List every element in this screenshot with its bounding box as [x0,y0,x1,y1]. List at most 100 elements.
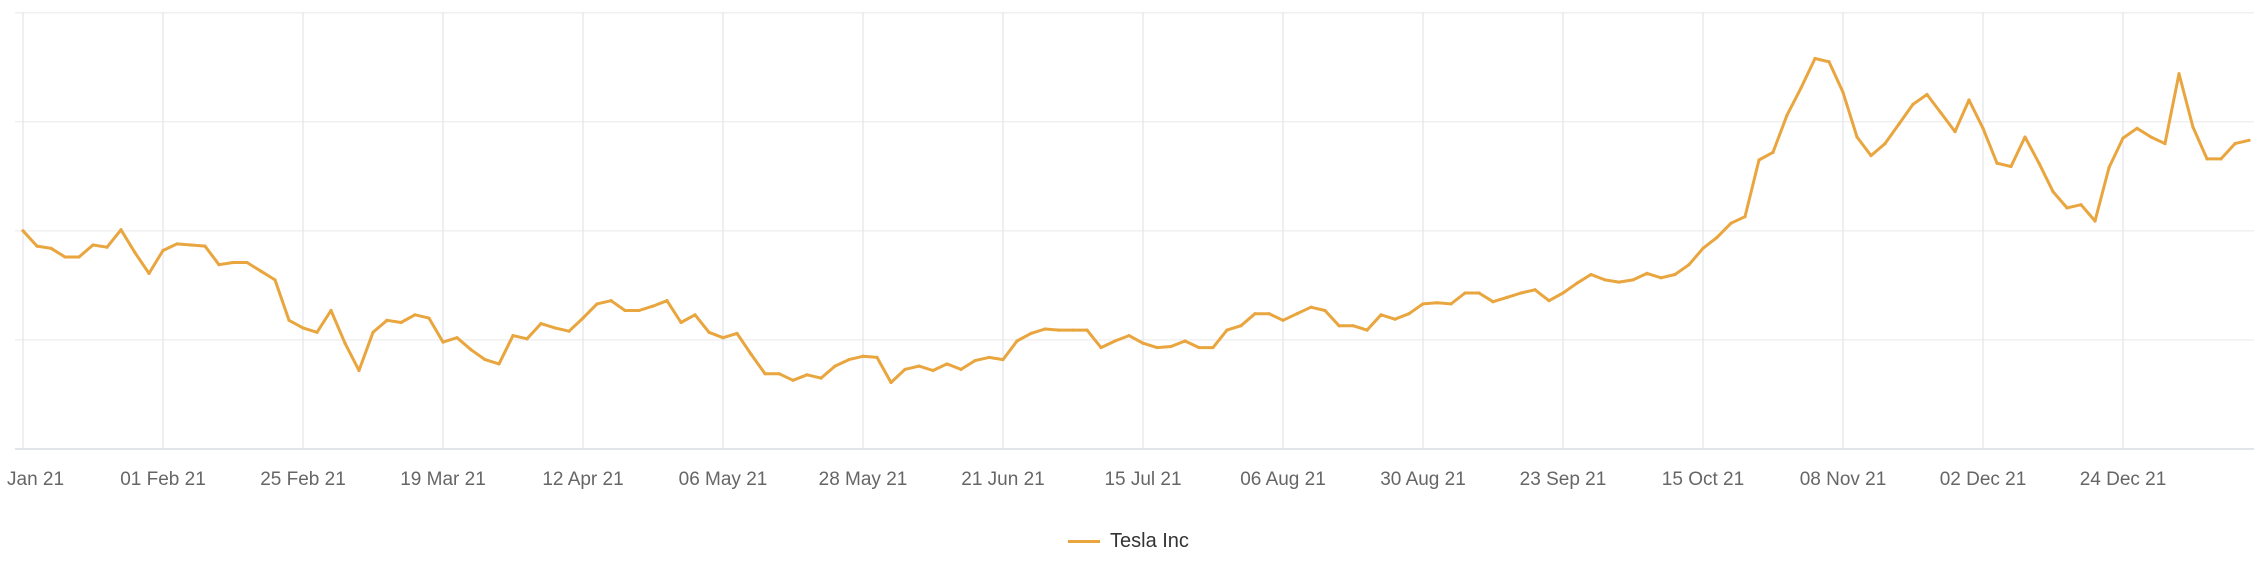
data-point[interactable] [35,244,39,248]
data-point[interactable] [315,330,319,334]
data-point[interactable] [2009,164,2013,169]
data-point[interactable] [847,357,851,362]
data-point[interactable] [483,357,487,362]
data-point[interactable] [1225,328,1229,332]
data-point[interactable] [721,336,725,340]
legend-item-tesla-inc[interactable]: Tesla Inc [1068,526,1189,556]
data-point[interactable] [77,255,81,259]
data-point[interactable] [245,260,249,265]
data-point[interactable] [1953,129,1957,134]
data-point[interactable] [1771,150,1775,154]
data-point[interactable] [63,255,67,259]
data-point[interactable] [2079,203,2083,207]
data-point[interactable] [217,263,221,267]
data-point[interactable] [147,271,151,275]
data-point[interactable] [1855,135,1859,139]
data-point[interactable] [791,378,795,382]
data-point[interactable] [679,320,683,325]
data-point[interactable] [1477,291,1481,295]
data-point[interactable] [2051,189,2055,194]
data-point[interactable] [1491,300,1495,304]
data-point[interactable] [1701,246,1705,250]
data-point[interactable] [1071,328,1075,332]
data-point[interactable] [1085,328,1089,332]
data-point[interactable] [189,243,193,247]
data-point[interactable] [609,299,613,303]
data-point[interactable] [945,362,949,366]
data-point[interactable] [1351,324,1355,328]
data-point[interactable] [2163,141,2167,146]
data-point[interactable] [1743,215,1747,219]
data-point[interactable] [1295,312,1299,316]
data-point[interactable] [1449,302,1453,306]
data-point[interactable] [1617,280,1621,284]
data-point[interactable] [987,355,991,359]
data-point[interactable] [1519,291,1523,295]
data-point[interactable] [651,304,655,308]
data-point[interactable] [1001,357,1005,362]
data-point[interactable] [2023,135,2027,139]
data-point[interactable] [511,333,515,338]
data-point[interactable] [1785,113,1789,117]
data-point[interactable] [399,320,403,325]
data-point[interactable] [833,364,837,368]
data-point[interactable] [1687,263,1691,267]
data-point[interactable] [343,341,347,345]
data-point[interactable] [1057,328,1061,332]
data-point[interactable] [175,242,179,246]
data-point[interactable] [469,348,473,352]
data-point[interactable] [105,245,109,249]
data-point[interactable] [693,313,697,317]
data-point[interactable] [1015,339,1019,343]
data-point[interactable] [623,308,627,313]
data-point[interactable] [1281,318,1285,322]
data-point[interactable] [1407,312,1411,316]
data-point[interactable] [1645,271,1649,275]
data-point[interactable] [301,326,305,330]
data-point[interactable] [595,302,599,306]
data-point[interactable] [497,362,501,366]
data-point[interactable] [819,376,823,380]
data-point[interactable] [413,313,417,317]
data-point[interactable] [1925,92,1929,97]
data-point[interactable] [1995,161,1999,165]
data-point[interactable] [231,260,235,265]
data-point[interactable] [1631,278,1635,282]
data-point[interactable] [2135,126,2139,130]
data-point[interactable] [2037,161,2041,165]
data-point[interactable] [1463,291,1467,295]
data-point[interactable] [805,373,809,377]
data-point[interactable] [1561,291,1565,295]
data-point[interactable] [427,316,431,320]
data-point[interactable] [1939,111,1943,115]
data-point[interactable] [2191,125,2195,129]
data-point[interactable] [1169,344,1173,349]
data-point[interactable] [1841,90,1845,94]
data-point[interactable] [119,228,123,232]
data-point[interactable] [539,321,543,326]
data-point[interactable] [1883,141,1887,146]
data-point[interactable] [567,329,571,333]
data-point[interactable] [2107,165,2111,170]
data-point[interactable] [1099,345,1103,350]
data-point[interactable] [1365,328,1369,332]
data-point[interactable] [1981,126,1985,130]
data-point[interactable] [1715,235,1719,239]
data-point[interactable] [1547,299,1551,303]
data-point[interactable] [1211,345,1215,350]
data-point[interactable] [273,278,277,282]
data-point[interactable] [161,248,165,253]
data-point[interactable] [21,229,25,233]
data-point[interactable] [1113,339,1117,343]
data-point[interactable] [1029,331,1033,335]
data-point[interactable] [1421,302,1425,306]
data-point[interactable] [637,308,641,313]
data-point[interactable] [1253,312,1257,316]
data-point[interactable] [1757,158,1761,162]
data-point[interactable] [1911,102,1915,106]
data-point[interactable] [1813,56,1817,61]
data-point[interactable] [1869,153,1873,158]
data-point[interactable] [1323,308,1327,313]
data-point[interactable] [2149,135,2153,139]
data-point[interactable] [553,326,557,330]
